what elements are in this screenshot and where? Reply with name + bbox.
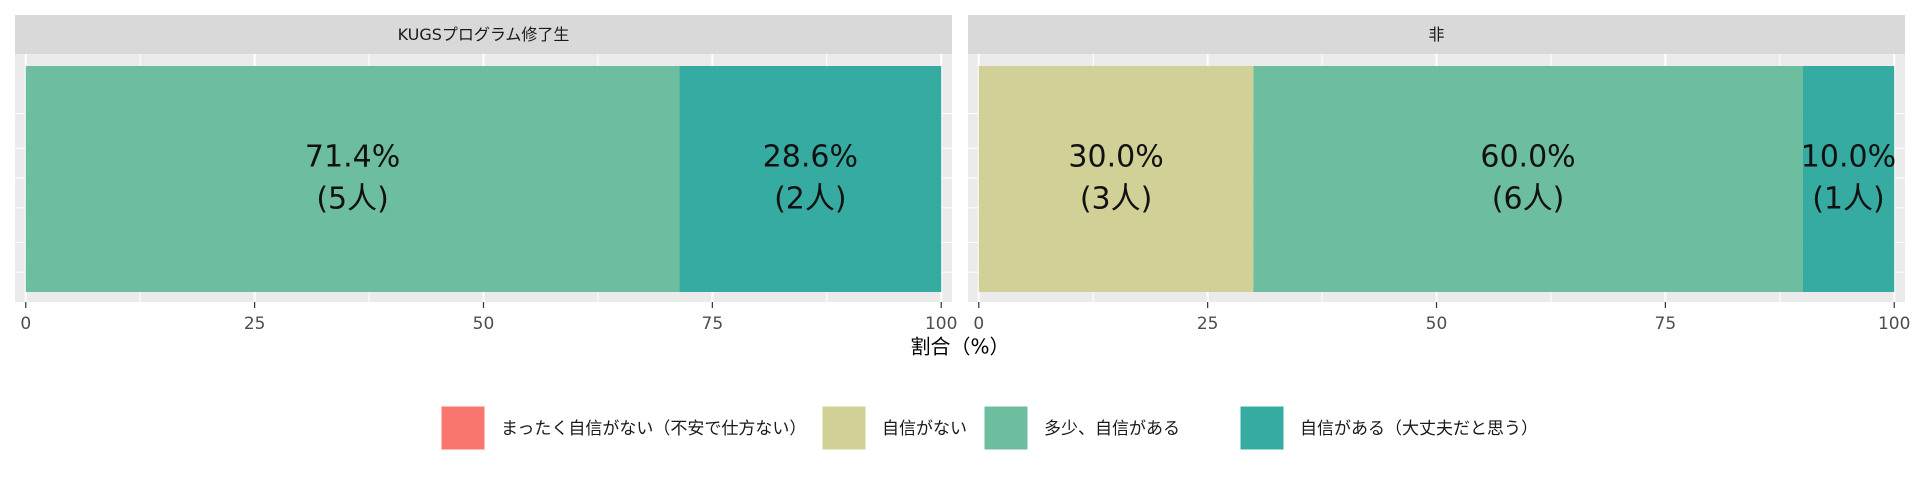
x-tick-label: 50: [473, 314, 495, 334]
bar-count-label: (3人): [1080, 182, 1153, 217]
bar-count-label: (1人): [1812, 182, 1885, 217]
legend-label: まったく自信がない（不安で仕方ない）: [501, 419, 806, 439]
bar-count-label: (6人): [1492, 182, 1565, 217]
facet-strip: [15, 15, 952, 54]
bar-count-label: (2人): [774, 182, 847, 217]
bar-segment: [1802, 66, 1895, 292]
legend-key: [821, 405, 867, 451]
facet-strip: [968, 15, 1905, 54]
bar-percent-label: 28.6%: [763, 140, 858, 175]
facet-title: 非: [1428, 25, 1444, 44]
x-tick-label: 50: [1426, 314, 1448, 334]
legend-label: 自信がある（大丈夫だと思う）: [1300, 419, 1538, 439]
x-tick-label: 25: [1197, 314, 1219, 334]
x-tick-label: 75: [1655, 314, 1677, 334]
x-axis-label: 割合（%）: [910, 335, 1009, 359]
facet-title: KUGSプログラム修了生: [398, 25, 570, 44]
bar-segment: [1253, 66, 1803, 292]
bar-percent-label: 30.0%: [1068, 140, 1163, 175]
x-tick-label: 75: [702, 314, 724, 334]
bar-count-label: (5人): [316, 182, 389, 217]
legend-key: [983, 405, 1029, 451]
bar-segment: [679, 66, 942, 292]
x-tick-label: 25: [244, 314, 266, 334]
bar-percent-label: 10.0%: [1801, 140, 1896, 175]
bar-segment: [978, 66, 1254, 292]
bar-percent-label: 71.4%: [305, 140, 400, 175]
x-tick-label: 100: [1878, 314, 1910, 334]
bar-percent-label: 60.0%: [1480, 140, 1575, 175]
bar-segment: [25, 66, 680, 292]
legend-label: 多少、自信がある: [1044, 419, 1180, 439]
x-tick-label: 100: [925, 314, 957, 334]
legend-key: [440, 405, 486, 451]
x-tick-label: 0: [973, 314, 984, 334]
legend-key: [1239, 405, 1285, 451]
legend-label: 自信がない: [882, 419, 967, 439]
x-tick-label: 0: [20, 314, 31, 334]
